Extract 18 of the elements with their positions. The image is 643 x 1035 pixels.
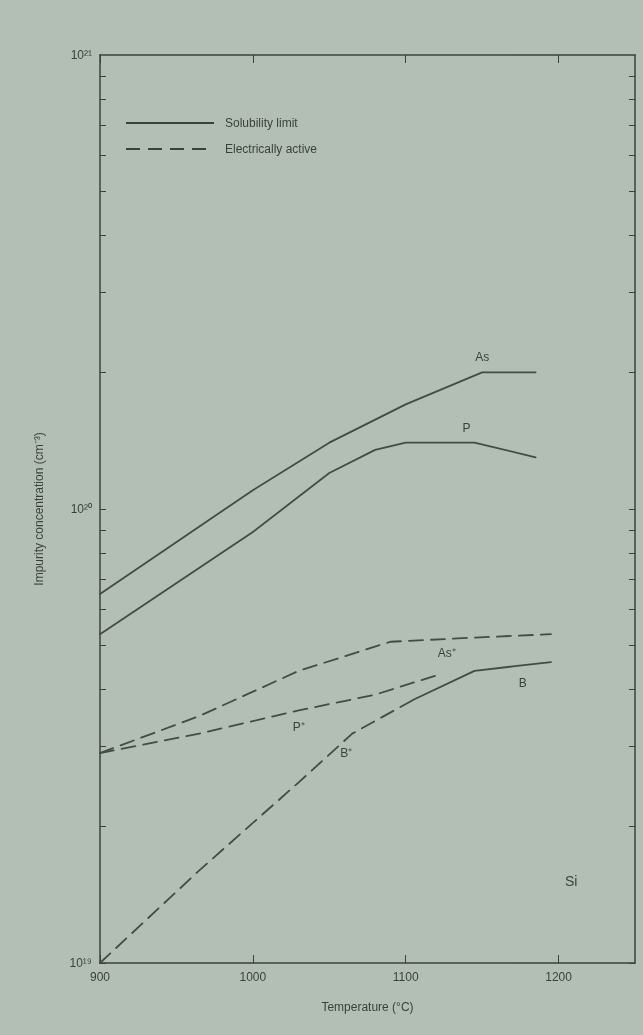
x-tick-label: 1000	[239, 970, 267, 984]
x-tick-label: 1200	[545, 970, 573, 984]
series-label: As	[475, 350, 490, 365]
series-label: B⁺	[340, 745, 353, 760]
x-tick-label: 900	[89, 970, 111, 984]
y-tick-label: 10¹⁹	[69, 956, 92, 970]
annotation: Electrically active	[225, 142, 318, 156]
annotation: Si	[565, 873, 578, 889]
y-tick-label: 10²¹	[70, 48, 92, 62]
series-label: P	[462, 420, 471, 435]
annotation: Solubility limit	[225, 116, 298, 130]
series-label: P⁺	[292, 720, 305, 735]
x-tick-label: 1100	[392, 970, 419, 984]
x-axis-title: Temperature (°C)	[321, 1000, 414, 1014]
series-label: As⁺	[437, 645, 456, 660]
series-label: B	[518, 676, 527, 691]
y-tick-label: 10²⁰	[70, 502, 92, 516]
y-axis-title: Impurity concentration (cm⁻³)	[32, 432, 46, 586]
